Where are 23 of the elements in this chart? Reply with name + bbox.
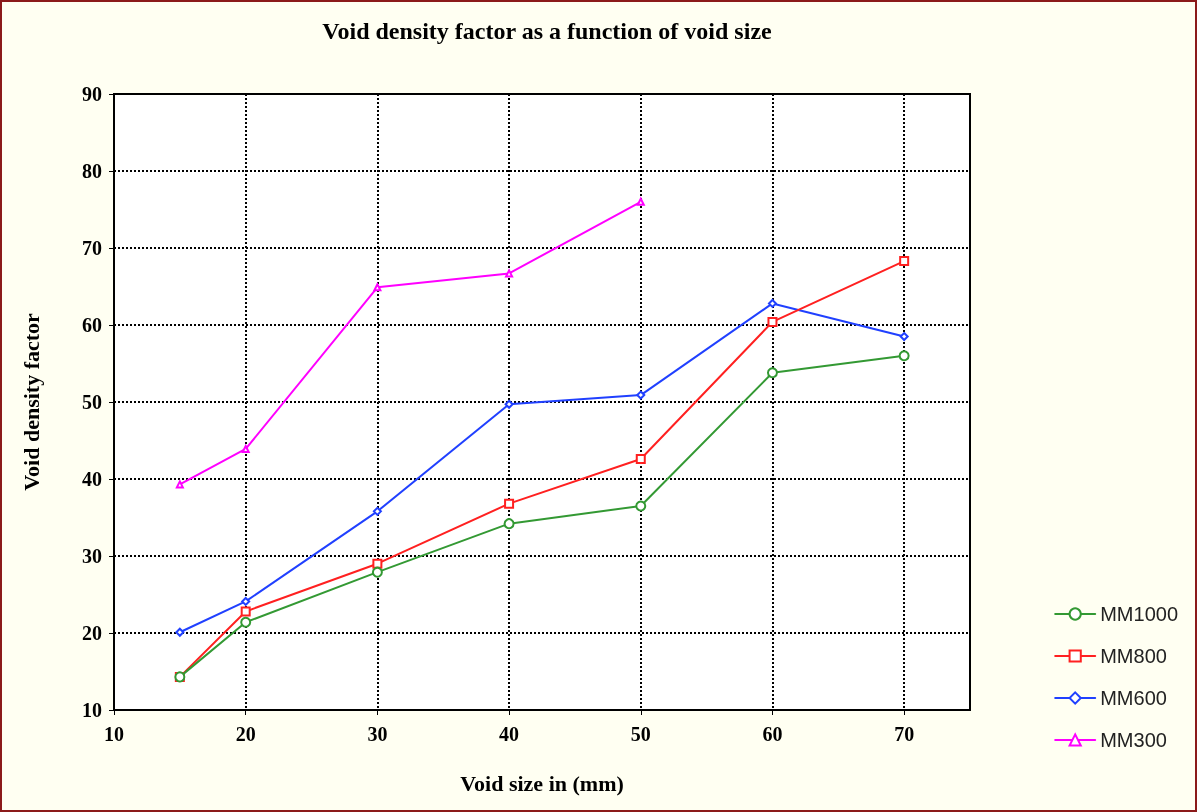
- y-tick-label: 60: [82, 314, 102, 336]
- x-tick-label: 70: [894, 723, 915, 745]
- x-tick-label: 60: [762, 723, 783, 745]
- y-tick-label: 80: [82, 160, 102, 182]
- x-tick-label: 40: [499, 723, 520, 745]
- x-tick-label: 20: [235, 723, 256, 745]
- y-axis-title: Void density factor: [18, 312, 44, 491]
- y-tick-label: 10: [82, 699, 102, 721]
- y-tick-label: 90: [82, 83, 102, 105]
- legend-label: MM600: [1100, 687, 1167, 709]
- x-tick-label: 50: [630, 723, 651, 745]
- x-tick-label: 30: [367, 723, 388, 745]
- y-tick-label: 50: [82, 391, 102, 413]
- legend-label: MM1000: [1100, 603, 1178, 625]
- x-axis-title: Void size in (mm): [460, 770, 624, 796]
- y-tick-label: 40: [82, 468, 102, 490]
- y-tick-label: 30: [82, 545, 102, 567]
- y-tick-label: 70: [82, 237, 102, 259]
- x-tick-label: 10: [104, 723, 124, 745]
- legend-label: MM800: [1100, 645, 1167, 667]
- legend-label: MM300: [1100, 729, 1167, 751]
- y-tick-label: 20: [82, 622, 102, 644]
- chart-title: Void density factor as a function of void size: [322, 18, 773, 44]
